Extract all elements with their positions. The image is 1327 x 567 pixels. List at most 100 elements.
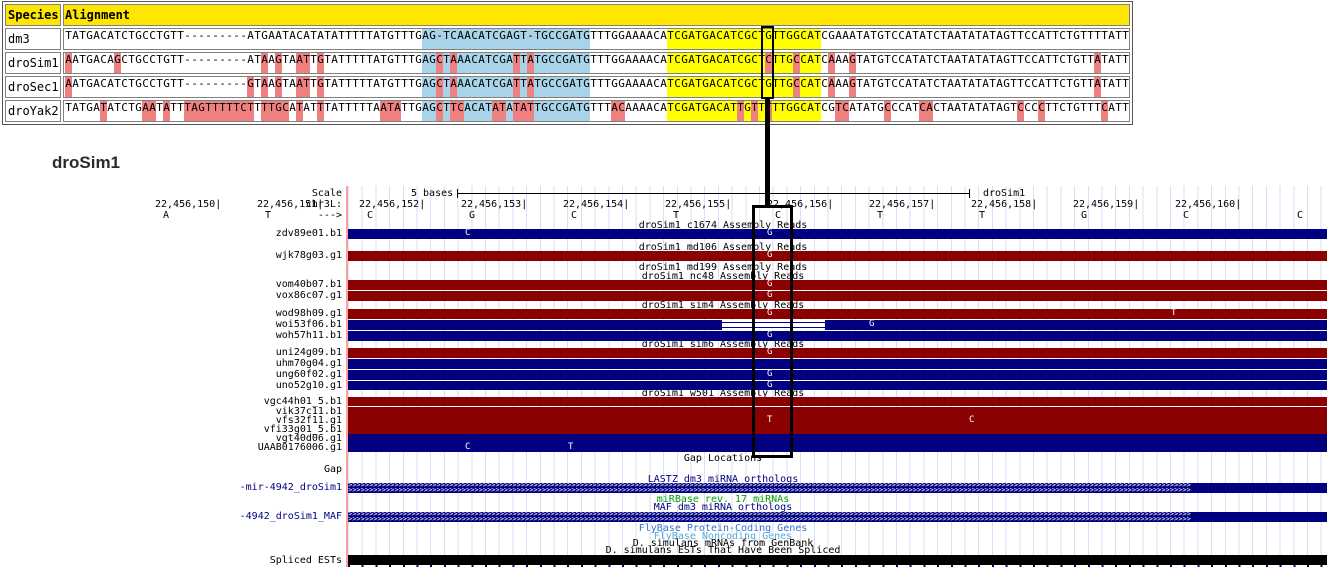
base: C (1059, 77, 1066, 90)
base: G (877, 29, 884, 42)
base: T (961, 101, 968, 114)
base: G (583, 29, 590, 49)
base: T (79, 77, 86, 90)
position-base-letter: C (367, 210, 374, 221)
base: G (247, 77, 254, 97)
base: A (569, 77, 576, 97)
base: C (933, 101, 940, 114)
read-bar[interactable]: G (348, 291, 1327, 301)
base: A (373, 77, 380, 90)
base: T (156, 29, 163, 42)
base: T (366, 77, 373, 90)
read-bar[interactable]: G (348, 280, 1327, 290)
sequence-cell[interactable]: TATGATATCTGAATATTTAGTTTTTCTTTTGCATATTTAT… (63, 100, 1130, 122)
base: T (282, 29, 289, 42)
read-bar[interactable] (348, 397, 1327, 406)
base: C (149, 53, 156, 66)
scale-bar-left-tick (457, 189, 458, 198)
base: A (268, 29, 275, 42)
base: C (121, 101, 128, 114)
base: - (184, 29, 191, 42)
sequence-cell[interactable]: AATGACAGCTGCCTGTT---------ATAAGTAATTGTAT… (63, 52, 1130, 74)
read-bar[interactable]: G (348, 370, 1327, 380)
base: G (275, 53, 282, 73)
base: T (597, 29, 604, 42)
base: T (233, 101, 240, 121)
track-label: uhm70g04.g1 (275, 358, 342, 369)
base: C (737, 29, 744, 49)
base: T (387, 101, 394, 121)
base: T (758, 77, 765, 97)
track-label: woh57h11.b1 (275, 330, 342, 341)
read-bar[interactable]: G (348, 381, 1327, 390)
base: T (1052, 101, 1059, 114)
base: G (786, 29, 793, 49)
base: A (849, 101, 856, 114)
base: A (639, 29, 646, 42)
base: A (268, 53, 275, 66)
base: A (954, 101, 961, 114)
read-bar[interactable] (348, 434, 1327, 443)
base: T (856, 29, 863, 42)
base: T (1087, 101, 1094, 114)
base: A (289, 53, 296, 66)
base: C (492, 77, 499, 97)
base: T (1052, 53, 1059, 66)
base: C (884, 101, 891, 121)
base: A (1038, 77, 1045, 90)
track-label: vfi33g01_5.b1 (263, 424, 342, 435)
base: C (716, 29, 723, 49)
read-bar[interactable] (348, 407, 1327, 416)
read-group-title: droSim1 sim6 Assembly Reads (641, 339, 805, 350)
maf-item-bar[interactable]: >>>>>>>>>>>>>>>>>>>>>>>>>>>>>>>>>>>>>>>>… (348, 512, 1327, 522)
base: T (359, 101, 366, 114)
position-base-letter: A (163, 210, 170, 221)
read-bar[interactable] (348, 359, 1327, 369)
base: T (814, 77, 821, 97)
base: C (933, 29, 940, 42)
base: A (709, 101, 716, 121)
base: - (198, 77, 205, 90)
base: G (1003, 53, 1010, 66)
base: T (380, 29, 387, 42)
base: A (842, 77, 849, 90)
base: A (807, 101, 814, 121)
spliced-est-bar[interactable] (348, 555, 1327, 565)
base: T (590, 77, 597, 90)
base: C (653, 29, 660, 42)
read-bar[interactable]: G (348, 331, 1327, 341)
base: G (499, 53, 506, 73)
position-label: 22,456,151| (257, 199, 324, 210)
base: - (212, 77, 219, 90)
base: A (996, 77, 1003, 90)
sequence-cell[interactable]: TATGACATCTGCCTGTT---------ATGAATACATATAT… (63, 28, 1130, 50)
base: A (968, 53, 975, 66)
base: T (1045, 77, 1052, 90)
read-bar[interactable]: G (348, 320, 1327, 330)
base: T (975, 29, 982, 42)
sequence-cell[interactable]: AATGACATCTGCCTGTT---------GTAAGTAATTGTAT… (63, 76, 1130, 98)
base: T (485, 53, 492, 73)
base: T (177, 77, 184, 90)
strand-arrow: ---> (317, 210, 342, 221)
base: G (317, 53, 324, 73)
base: G (562, 101, 569, 121)
base: G (163, 77, 170, 90)
base: A (632, 77, 639, 90)
base: T (926, 77, 933, 90)
base: T (737, 101, 744, 121)
read-bar[interactable]: G (348, 348, 1327, 358)
base: A (247, 53, 254, 66)
read-bar[interactable]: G (348, 251, 1327, 261)
mirna-item-bar[interactable]: >>>>>>>>>>>>>>>>>>>>>>>>>>>>>>>>>>>>>>>>… (348, 483, 1327, 493)
base: A (835, 77, 842, 90)
base: T (730, 29, 737, 49)
base: T (324, 77, 331, 90)
base: T (79, 53, 86, 66)
read-bar[interactable] (348, 425, 1327, 434)
base: G (1073, 29, 1080, 42)
